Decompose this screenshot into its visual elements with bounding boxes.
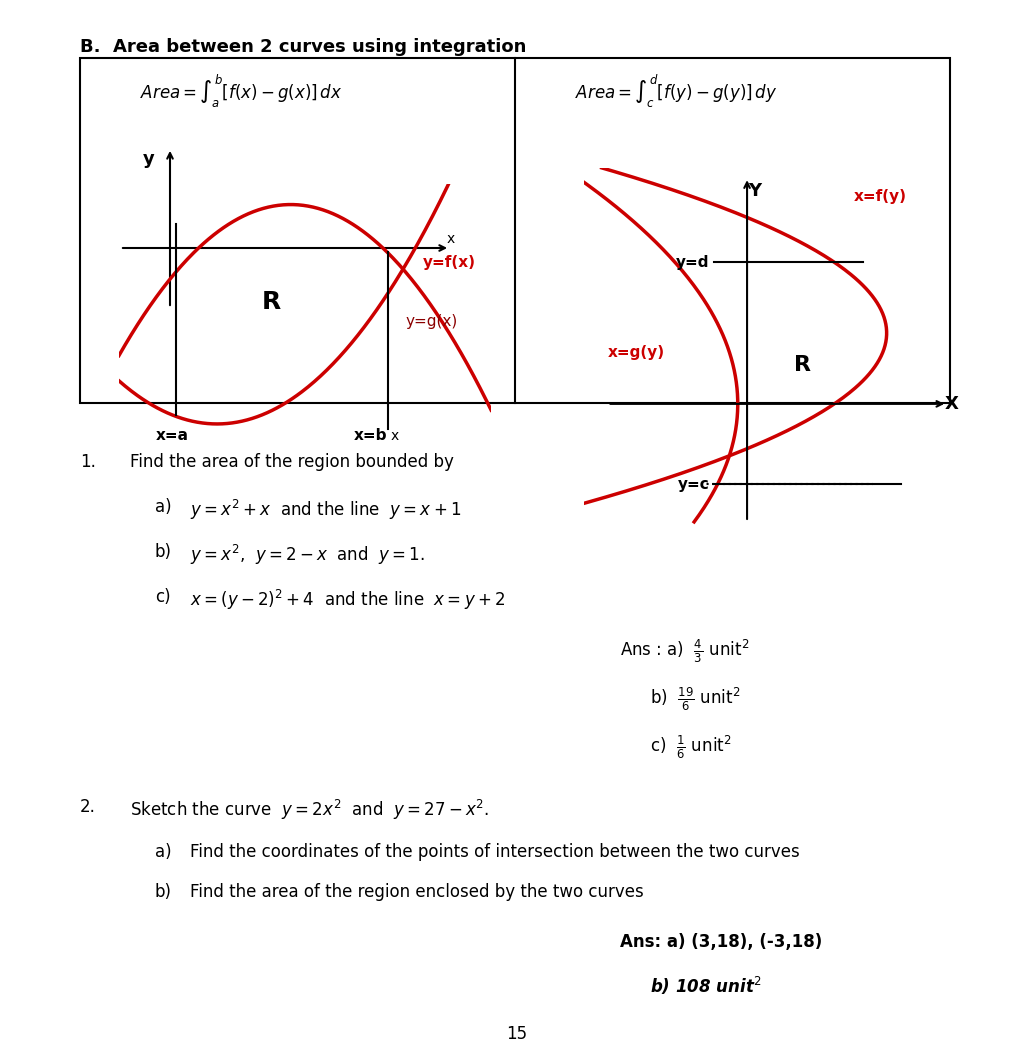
Text: x=b: x=b (354, 428, 387, 443)
Text: $y = x^2$,  $y = 2-x$  and  $y = 1$.: $y = x^2$, $y = 2-x$ and $y = 1$. (190, 543, 425, 568)
Text: b): b) (155, 543, 172, 561)
Text: c): c) (155, 588, 171, 606)
Text: y=g(x): y=g(x) (405, 315, 457, 329)
Text: B.  Area between 2 curves using integration: B. Area between 2 curves using integrati… (80, 38, 526, 56)
Text: Y: Y (748, 183, 761, 200)
Text: R: R (794, 355, 811, 374)
Text: $y = x^2 + x$  and the line  $y = x+1$: $y = x^2 + x$ and the line $y = x+1$ (190, 498, 461, 522)
Text: Find the coordinates of the points of intersection between the two curves: Find the coordinates of the points of in… (190, 843, 799, 861)
Text: b): b) (155, 883, 172, 901)
Text: y: y (144, 150, 155, 168)
Text: y=c: y=c (678, 476, 709, 492)
Text: x=g(y): x=g(y) (607, 345, 665, 360)
Text: x=a: x=a (156, 428, 189, 443)
Text: Ans : a)  $\frac{4}{3}$ unit$^2$: Ans : a) $\frac{4}{3}$ unit$^2$ (620, 638, 750, 665)
Text: y=f(x): y=f(x) (423, 256, 476, 271)
Text: x: x (391, 429, 399, 443)
Text: Find the area of the region bounded by: Find the area of the region bounded by (130, 453, 454, 471)
Text: b)  $\frac{19}{6}$ unit$^2$: b) $\frac{19}{6}$ unit$^2$ (650, 686, 740, 713)
Text: c)  $\frac{1}{6}$ unit$^2$: c) $\frac{1}{6}$ unit$^2$ (650, 734, 732, 762)
Bar (80, 58, 950, 403)
Text: a): a) (155, 843, 172, 861)
Text: Sketch the curve  $y = 2x^2$  and  $y = 27 - x^2$.: Sketch the curve $y = 2x^2$ and $y = 27 … (130, 798, 489, 822)
Text: X: X (945, 394, 959, 413)
Text: x=f(y): x=f(y) (854, 189, 907, 204)
Text: $Area = \int_{a}^{b}[f(x)-g(x)]\,dx$: $Area = \int_{a}^{b}[f(x)-g(x)]\,dx$ (140, 73, 342, 110)
Text: b) 108 unit$^2$: b) 108 unit$^2$ (650, 975, 761, 998)
Text: a): a) (155, 498, 172, 516)
Text: $x = (y-2)^2 + 4$  and the line  $x = y+2$: $x = (y-2)^2 + 4$ and the line $x = y+2$ (190, 588, 506, 613)
Text: x: x (447, 232, 455, 247)
Text: 2.: 2. (80, 798, 96, 816)
Text: Ans: a) (3,18), (-3,18): Ans: a) (3,18), (-3,18) (620, 933, 822, 951)
Text: $Area = \int_{c}^{d}[f(y)-g(y)]\,dy$: $Area = \int_{c}^{d}[f(y)-g(y)]\,dy$ (575, 73, 778, 110)
Text: R: R (262, 291, 281, 315)
Text: y=d: y=d (676, 255, 709, 270)
Text: 15: 15 (507, 1025, 527, 1043)
Text: Find the area of the region enclosed by the two curves: Find the area of the region enclosed by … (190, 883, 644, 901)
Text: 1.: 1. (80, 453, 96, 471)
